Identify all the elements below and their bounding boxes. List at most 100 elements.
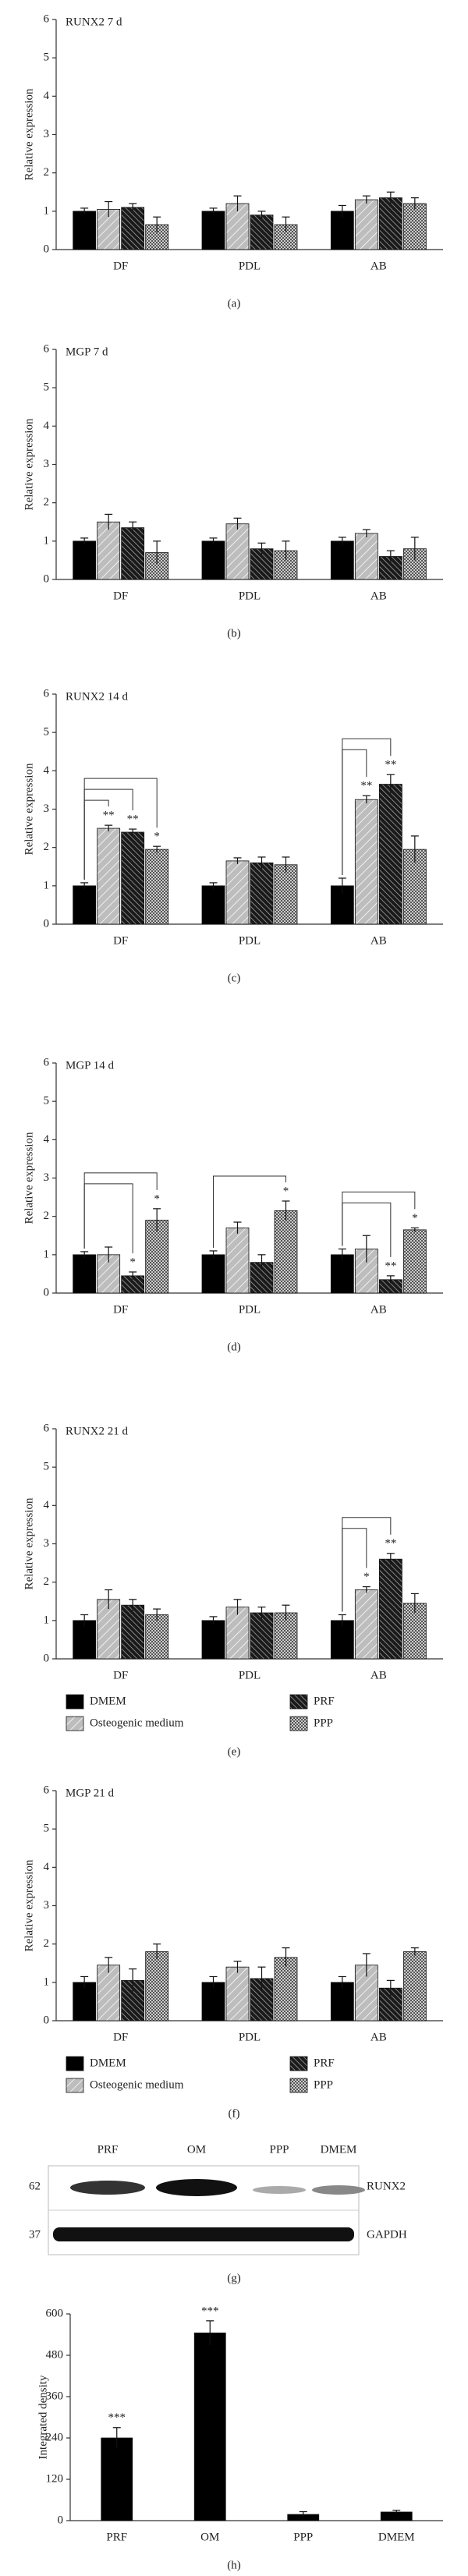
x-tick-label: OM	[200, 2531, 219, 2543]
y-tick-label: 1	[44, 204, 50, 217]
y-tick-label: 6	[44, 342, 50, 355]
legend-swatch	[289, 1716, 308, 1731]
bar	[225, 1228, 250, 1294]
bar	[274, 1957, 298, 2021]
panel-label: (d)	[227, 1341, 241, 1353]
significance: *	[363, 1571, 370, 1583]
legend-swatch	[66, 2056, 84, 2071]
bar	[402, 1951, 427, 2021]
protein-label: GAPDH	[367, 2228, 407, 2241]
panel-label: (g)	[227, 2272, 241, 2284]
x-tick-label: PDL	[239, 1303, 261, 1316]
bar	[274, 864, 298, 925]
y-tick-label: 5	[44, 1461, 50, 1473]
bar	[145, 224, 169, 250]
blot-panel	[48, 2165, 365, 2255]
y-axis-label: Relative expression	[23, 763, 35, 855]
bar	[97, 1965, 121, 2021]
y-tick-label: 240	[46, 2431, 64, 2443]
bar	[101, 2437, 133, 2521]
significance: ***	[201, 2305, 219, 2317]
significance: *	[154, 831, 160, 843]
legend-swatch	[289, 2056, 308, 2071]
y-tick-label: 5	[44, 726, 50, 739]
y-axis-label: Relative expression	[23, 1859, 35, 1951]
bar	[330, 1254, 354, 1294]
legend-label: PPP	[314, 2078, 333, 2091]
bar	[201, 1620, 225, 1660]
bracket	[342, 738, 392, 875]
panel-label: (a)	[228, 297, 241, 310]
bar	[330, 211, 354, 250]
y-tick-label: 2	[44, 1210, 50, 1222]
y-tick-label: 5	[44, 51, 50, 64]
legend-swatch	[289, 1694, 308, 1710]
lane-label: OM	[187, 2143, 206, 2156]
lane-label: PRF	[98, 2143, 119, 2156]
legend-swatch	[66, 1716, 84, 1731]
band	[312, 2185, 365, 2195]
x-tick-label: AB	[370, 2031, 387, 2043]
y-tick-label: 2	[44, 1937, 50, 1950]
panel-label: (b)	[227, 627, 241, 640]
bar	[73, 1620, 97, 1660]
y-tick-label: 0	[44, 1286, 50, 1299]
lane-label: PPP	[269, 2143, 289, 2156]
bar	[250, 862, 274, 925]
bar	[354, 1965, 378, 2021]
bar	[145, 1951, 169, 2021]
bar	[73, 1254, 97, 1294]
bracket	[213, 1175, 286, 1248]
panel-label: (h)	[227, 2559, 241, 2571]
bar	[354, 199, 378, 250]
bar	[73, 211, 97, 250]
y-tick-label: 120	[46, 2472, 64, 2485]
y-tick-label: 1	[44, 534, 50, 547]
y-tick-label: 1	[44, 1248, 50, 1260]
y-tick-label: 5	[44, 381, 50, 394]
chart-title: MGP 7 d	[66, 345, 108, 358]
bracket	[83, 1172, 158, 1249]
bar	[354, 799, 378, 925]
bar	[225, 203, 250, 250]
y-tick-label: 2	[44, 1575, 50, 1588]
x-tick-label: AB	[370, 260, 387, 272]
bar	[193, 2332, 226, 2521]
panel-label: (c)	[228, 972, 241, 984]
bar	[145, 849, 169, 925]
bar	[250, 214, 274, 250]
y-tick-label: 5	[44, 1823, 50, 1835]
y-tick-label: 2	[44, 841, 50, 853]
bar	[201, 885, 225, 925]
panel-label: (e)	[228, 1745, 241, 1758]
bar	[121, 207, 145, 250]
bar	[73, 1982, 97, 2021]
chart-title: RUNX2 14 d	[66, 690, 129, 703]
x-tick-label: PPP	[293, 2531, 313, 2543]
y-tick-label: 0	[44, 1652, 50, 1664]
y-tick-label: 6	[44, 1422, 50, 1434]
x-tick-label: DF	[113, 260, 128, 272]
significance: *	[129, 1256, 136, 1268]
lane-label: DMEM	[321, 2143, 357, 2156]
protein-label: RUNX2	[367, 2180, 406, 2192]
y-tick-label: 3	[44, 458, 50, 470]
y-tick-label: 600	[46, 2307, 64, 2319]
legend-label: PRF	[314, 2057, 335, 2069]
x-tick-label: PDL	[239, 260, 261, 272]
size-marker: 62	[29, 2180, 41, 2192]
bar	[73, 885, 97, 925]
y-axis-label: Integrated density	[37, 2375, 49, 2459]
bar	[378, 197, 402, 250]
y-tick-label: 4	[44, 420, 50, 432]
bar	[121, 1604, 145, 1660]
x-tick-label: AB	[370, 1669, 387, 1681]
x-tick-label: DF	[113, 934, 128, 947]
chart-title: RUNX2 7 d	[66, 16, 122, 28]
significance: **	[360, 780, 372, 792]
legend-label: Osteogenic medium	[90, 2078, 184, 2091]
significance: **	[103, 810, 115, 822]
bar	[378, 1558, 402, 1660]
legend-label: PPP	[314, 1717, 333, 1729]
bar	[354, 1249, 378, 1294]
